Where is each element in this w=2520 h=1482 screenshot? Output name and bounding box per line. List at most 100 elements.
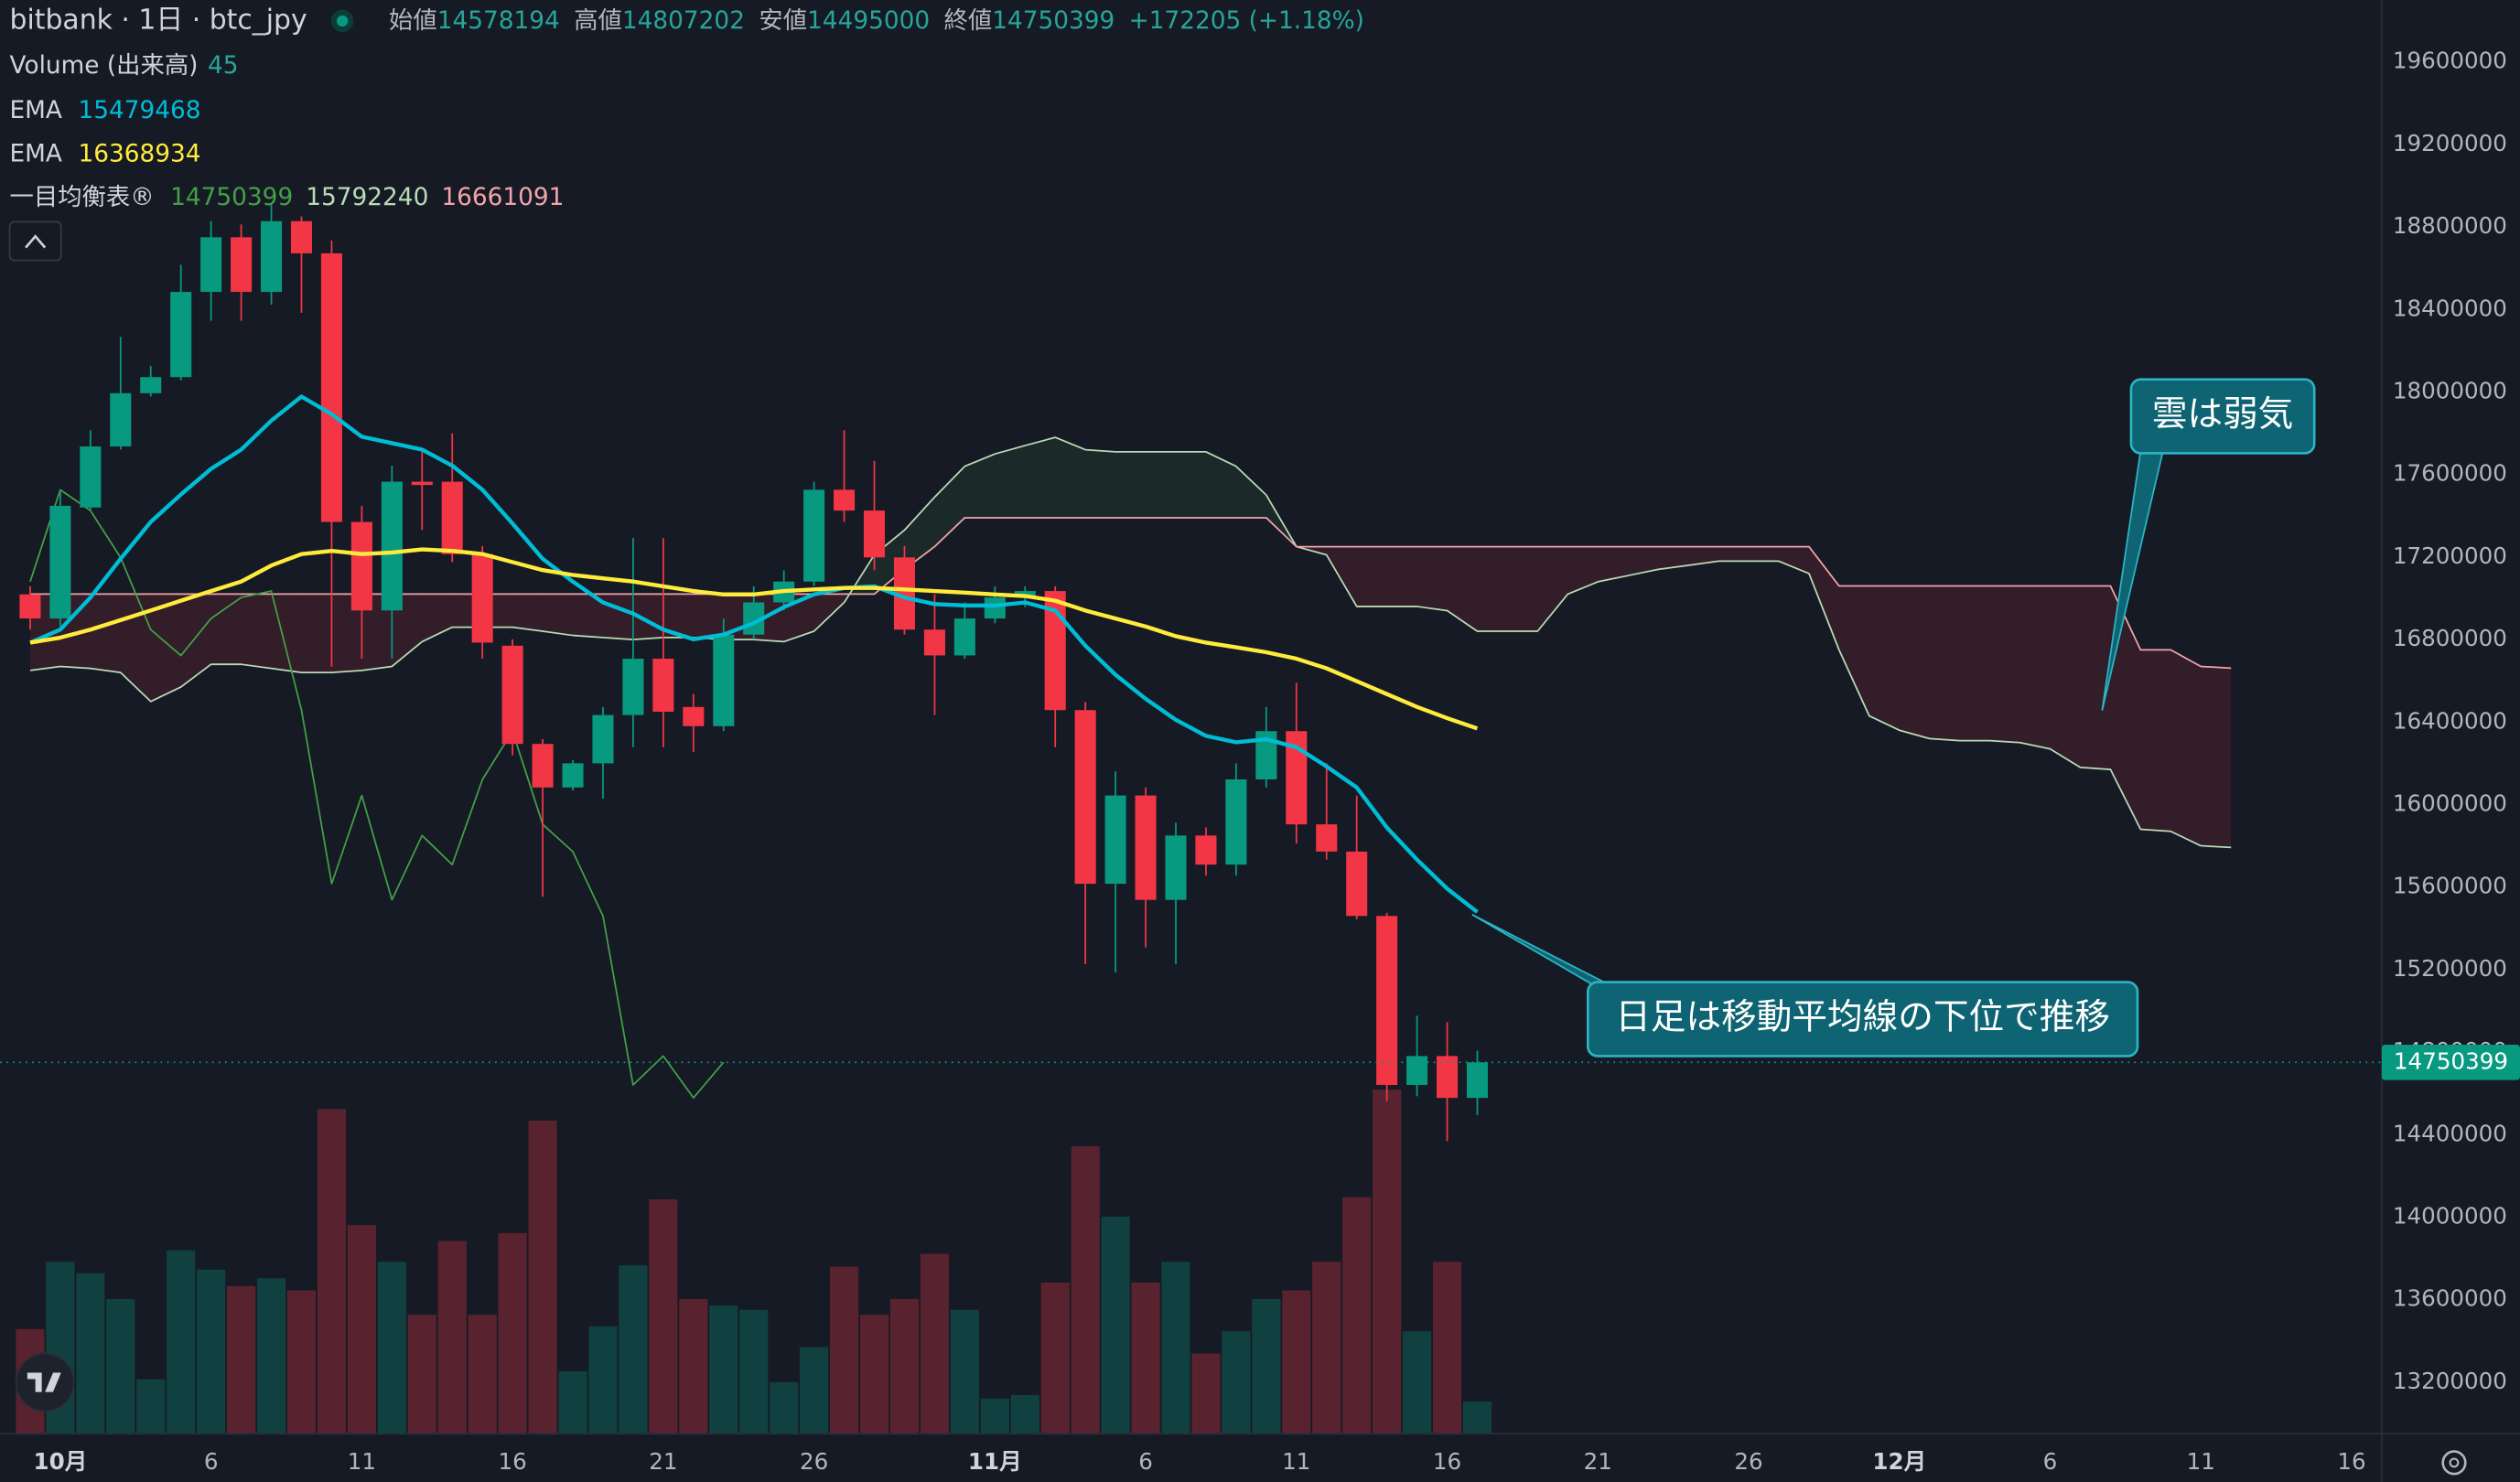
collapse-button[interactable] — [8, 220, 62, 262]
candle-body — [19, 594, 41, 619]
cloud-segment — [964, 454, 996, 519]
cloud-segment — [180, 594, 211, 687]
candle-body — [1286, 731, 1308, 825]
volume-bar — [1010, 1394, 1039, 1434]
settings-gear[interactable] — [2441, 1450, 2467, 1476]
logo-mark[interactable] — [27, 1372, 61, 1392]
candle-body — [1074, 710, 1096, 885]
cloud-segment — [301, 594, 332, 673]
volume-bar — [317, 1109, 347, 1434]
y-tick-label: 14400000 — [2393, 1120, 2507, 1146]
x-tick-label: 16 — [2337, 1448, 2365, 1475]
x-tick-label: 6 — [2043, 1448, 2058, 1475]
volume-bar — [1161, 1262, 1190, 1434]
cloud-segment — [392, 594, 423, 667]
ohlc-legend: 始値14578194 高値14807202 安値14495000 終値14750… — [389, 6, 1364, 34]
cloud-segment — [2080, 585, 2111, 770]
volume-bar — [739, 1309, 769, 1434]
cloud-segment — [693, 594, 724, 640]
volume-bar — [1432, 1262, 1462, 1434]
x-tick-label: 11 — [348, 1448, 376, 1475]
candle-body — [1104, 795, 1126, 885]
y-tick-label: 18000000 — [2393, 377, 2507, 403]
y-tick-label: 19200000 — [2393, 130, 2507, 156]
volume-bar — [1222, 1331, 1251, 1434]
x-tick-label: 6 — [204, 1448, 219, 1475]
volume-bar — [859, 1315, 889, 1434]
volume-bar — [619, 1265, 648, 1434]
volume-bar — [437, 1240, 467, 1434]
volume-legend: Volume (出来高) 45 — [10, 52, 239, 80]
y-tick-label: 13600000 — [2393, 1285, 2507, 1312]
volume-bar — [558, 1371, 587, 1434]
volume-bar — [1312, 1262, 1341, 1434]
legend-name: Volume (出来高) — [10, 52, 199, 80]
candle-body — [140, 377, 162, 393]
legend-value: 15479468 — [78, 97, 200, 124]
volume-bar — [76, 1273, 105, 1434]
callout-text: 雲は弱気 — [2152, 394, 2293, 435]
collapse-frame[interactable] — [8, 220, 62, 262]
callout-box — [2129, 378, 2316, 455]
volume-bar — [770, 1381, 799, 1434]
candle-body — [200, 237, 222, 293]
cloud-segment — [1326, 546, 1357, 607]
y-tick-label: 16800000 — [2393, 625, 2507, 651]
status-dot — [336, 15, 349, 27]
cloud-segment — [1868, 585, 1900, 731]
candle-body — [984, 597, 1006, 619]
volume-bar — [649, 1199, 678, 1434]
logo-circle[interactable] — [15, 1352, 75, 1412]
cloud-segment — [1929, 585, 1960, 741]
cloud-segment — [813, 594, 845, 632]
volume-bar — [679, 1298, 708, 1434]
ohlc-value: 14807202 — [622, 6, 745, 34]
volume-bar — [1342, 1197, 1372, 1434]
cloud-segment — [874, 530, 905, 595]
volume-bar — [197, 1269, 226, 1434]
volume-bar — [468, 1315, 497, 1434]
volume-bar — [226, 1285, 256, 1434]
candle-body — [261, 220, 283, 293]
ema-layer — [29, 394, 1479, 914]
candle-body — [953, 618, 975, 656]
candle-body — [923, 629, 945, 656]
volume-bar — [980, 1398, 1009, 1434]
y-tick-label: 17600000 — [2393, 460, 2507, 487]
y-tick-label: 15200000 — [2393, 955, 2507, 982]
cloud-segment — [1416, 546, 1448, 611]
cloud-segment — [1356, 546, 1387, 607]
settings-button[interactable] — [2441, 1450, 2467, 1476]
candle-body — [532, 744, 554, 788]
candle-body — [231, 237, 253, 293]
candle-body — [562, 763, 584, 788]
cloud-segment — [1567, 546, 1599, 595]
cloud-segment — [662, 594, 694, 638]
collapse-icon[interactable] — [25, 234, 47, 249]
candle-body — [1255, 731, 1277, 779]
candle-body — [471, 553, 493, 643]
cloud-segment — [1477, 546, 1508, 632]
y-tick-label: 16400000 — [2393, 707, 2507, 734]
x-tick-label: 11 — [1282, 1448, 1310, 1475]
volume-bar — [588, 1326, 618, 1434]
last-price-label: 14750399 — [2394, 1047, 2508, 1074]
cloud-segment — [1146, 451, 1177, 519]
legend-name: EMA — [10, 97, 62, 124]
cloud-segment — [150, 594, 181, 702]
y-tick-label: 13200000 — [2393, 1368, 2507, 1394]
volume-bar — [800, 1347, 829, 1434]
ohlc-value: 14750399 — [992, 6, 1115, 34]
volume-bar — [829, 1266, 859, 1434]
cloud-segment — [241, 594, 272, 669]
cloud-segment — [934, 466, 965, 547]
change-value: +172205 (+1.18%) — [1129, 6, 1364, 34]
volume-bar — [889, 1298, 920, 1434]
settings-hub[interactable] — [2449, 1457, 2460, 1468]
tradingview-logo[interactable] — [15, 1352, 75, 1412]
cloud-segment — [1718, 546, 1750, 562]
ohlc-label: 終値 — [944, 6, 993, 34]
y-tick-label: 18400000 — [2393, 295, 2507, 321]
legend-value: 16661091 — [441, 184, 564, 211]
cloud-segment — [1537, 546, 1568, 632]
